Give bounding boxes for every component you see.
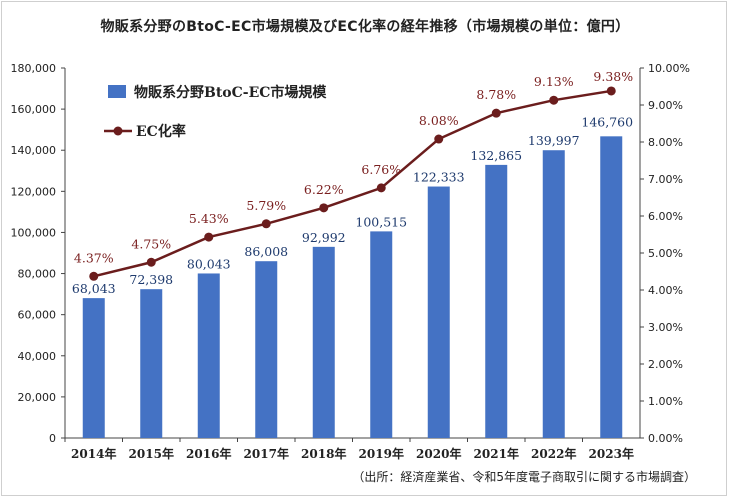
chart-title: 物販系分野のBtoC-EC市場規模及びEC化率の経年推移（市場規模の単位：億円） — [100, 19, 630, 35]
rate-point — [606, 86, 616, 96]
rate-point — [89, 271, 99, 281]
rate-point — [549, 95, 559, 105]
bar-value-label: 68,043 — [72, 281, 116, 296]
left-tick-label: 100,000 — [11, 226, 57, 239]
x-tick-label: 2015年 — [129, 446, 174, 461]
left-tick-label: 20,000 — [18, 391, 57, 404]
bar — [485, 164, 508, 438]
bar-value-label: 122,333 — [413, 170, 465, 185]
source-note: （出所：経済産業省、令和5年度電子商取引に関する市場調査） — [352, 470, 696, 484]
rate-point — [434, 134, 444, 144]
x-tick-label: 2023年 — [589, 446, 634, 461]
left-tick-label: 140,000 — [11, 144, 57, 157]
rate-value-label: 4.37% — [74, 250, 114, 265]
bar — [255, 261, 278, 438]
bars: 68,043 72,398 80,043 86,008 92,992 100,515 122… — [72, 114, 633, 438]
rate-value-label: 6.76% — [361, 162, 401, 177]
rate-value-label: 5.79% — [246, 198, 286, 213]
rate-polyline — [93, 89, 612, 278]
bar-value-label: 100,515 — [355, 214, 407, 229]
left-tick-label: 180,000 — [11, 62, 57, 75]
right-tick-label: 8.00% — [648, 136, 683, 149]
bar — [600, 136, 623, 438]
right-tick-label: 6.00% — [648, 210, 683, 223]
left-tick-label: 40,000 — [18, 350, 57, 363]
rate-value-label: 8.08% — [419, 113, 459, 128]
bar-value-label: 146,760 — [581, 114, 633, 129]
right-tick-label: 2.00% — [648, 358, 683, 371]
x-tick-label: 2018年 — [301, 446, 346, 461]
rate-point — [261, 219, 271, 229]
bar-value-label: 139,997 — [528, 133, 580, 148]
rate-value-label: 8.78% — [476, 87, 516, 102]
x-tick-label: 2022年 — [531, 446, 576, 461]
x-tick-label: 2019年 — [359, 446, 404, 461]
bar-value-label: 92,992 — [302, 230, 346, 245]
left-tick-label: 120,000 — [11, 185, 57, 198]
x-tick-label: 2014年 — [71, 446, 116, 461]
rate-point — [319, 203, 329, 213]
right-tick-label: 9.00% — [648, 99, 683, 112]
x-tick-label: 2016年 — [186, 446, 231, 461]
bar — [542, 150, 565, 438]
left-tick-label: 160,000 — [11, 103, 57, 116]
left-tick-label: 60,000 — [18, 309, 57, 322]
rate-point — [204, 232, 214, 242]
legend-line-label: EC化率 — [136, 123, 186, 140]
legend-bar-label: 物販系分野BtoC-EC市場規模 — [134, 84, 327, 101]
rate-value-label: 9.13% — [534, 74, 574, 89]
right-tick-label: 1.00% — [648, 395, 683, 408]
bar-value-label: 132,865 — [470, 148, 522, 163]
rate-point — [146, 257, 156, 267]
rate-line: 4.37% 4.75% 5.43% 5.79% 6.22% 6.76% 8.08% 8.78%… — [74, 69, 633, 281]
right-tick-label: 10.00% — [648, 62, 690, 75]
right-tick-label: 0.00% — [648, 432, 683, 445]
bar — [197, 273, 220, 438]
rate-value-label: 5.43% — [189, 211, 229, 226]
legend-bar-swatch — [108, 85, 126, 98]
rate-value-label: 9.38% — [593, 69, 633, 84]
right-tick-label: 7.00% — [648, 173, 683, 186]
left-tick-label: 80,000 — [18, 268, 57, 281]
bar-value-label: 80,043 — [187, 256, 231, 271]
rate-value-label: 4.75% — [131, 236, 171, 251]
bar — [427, 186, 450, 438]
bar-value-label: 72,398 — [129, 272, 173, 287]
right-tick-label: 5.00% — [648, 247, 683, 260]
rate-value-label: 6.22% — [304, 182, 344, 197]
rate-point — [376, 183, 386, 193]
x-tick-label: 2020年 — [416, 446, 461, 461]
legend: 物販系分野BtoC-EC市場規模 EC化率 — [104, 84, 327, 140]
bar — [82, 298, 105, 438]
right-tick-label: 4.00% — [648, 284, 683, 297]
rate-point — [491, 108, 501, 118]
bar-value-label: 86,008 — [244, 244, 288, 259]
x-tick-label: 2017年 — [244, 446, 289, 461]
right-tick-label: 3.00% — [648, 321, 683, 334]
legend-line-marker — [113, 126, 123, 136]
x-tick-label: 2021年 — [474, 446, 519, 461]
bar — [370, 231, 393, 438]
left-tick-label: 0 — [49, 432, 56, 445]
bar — [312, 246, 335, 438]
bar — [140, 289, 163, 438]
